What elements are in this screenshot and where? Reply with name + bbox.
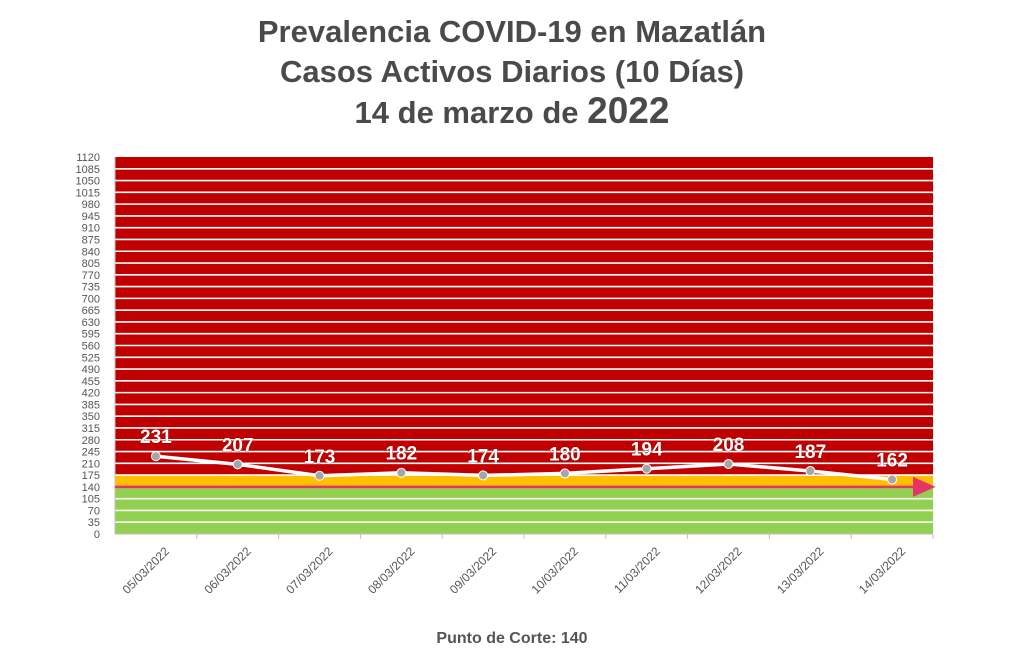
data-point [805, 466, 816, 477]
y-tick-label: 595 [82, 329, 100, 341]
data-point [314, 470, 325, 481]
title-date-prefix: 14 de marzo de [354, 95, 588, 130]
y-tick-label: 280 [82, 435, 100, 447]
series-line [155, 454, 893, 482]
x-tick-label: 11/03/2022 [611, 544, 663, 596]
y-tick-label: 315 [82, 423, 100, 435]
x-tick-label: 12/03/2022 [692, 544, 745, 597]
y-tick-label: 735 [82, 282, 100, 294]
y-tick-label: 175 [82, 470, 100, 482]
y-tick-label: 70 [88, 505, 100, 517]
y-tick-label: 140 [82, 482, 100, 494]
x-tick-label: 05/03/2022 [120, 544, 173, 597]
data-label: 187 [794, 442, 826, 463]
title-date-year: 2022 [587, 90, 670, 131]
data-label: 182 [385, 444, 417, 465]
x-tick-label: 14/03/2022 [856, 544, 909, 597]
y-tick-label: 665 [82, 305, 100, 317]
chart-title-line-2: Casos Activos Diarios (10 Días) [279, 54, 745, 89]
y-tick-label: 630 [82, 317, 100, 329]
y-tick-label: 980 [82, 199, 100, 211]
y-tick-label: 770 [82, 270, 100, 282]
data-point [478, 470, 489, 481]
chart-title-line-3: 14 de marzo de 2022 [0, 90, 1024, 131]
x-tick-label: 10/03/2022 [529, 544, 582, 597]
y-tick-label: 910 [82, 223, 100, 235]
data-point [559, 468, 570, 479]
x-tick-label: 07/03/2022 [283, 544, 336, 597]
y-tick-label: 700 [82, 293, 100, 305]
data-label: 162 [876, 450, 908, 471]
y-tick-label: 350 [82, 411, 100, 423]
y-tick-label: 1120 [76, 152, 100, 164]
y-tick-label: 35 [88, 517, 100, 529]
y-tick-label: 245 [82, 447, 100, 459]
y-tick-label: 385 [82, 399, 100, 411]
data-point [232, 459, 243, 470]
y-tick-label: 210 [82, 458, 100, 470]
data-label: 208 [713, 435, 745, 456]
y-tick-label: 805 [82, 258, 100, 270]
zone-band-red [115, 157, 933, 476]
x-tick-label: 13/03/2022 [774, 544, 827, 597]
cutoff-footer-label: Punto de Corte: 140 [436, 630, 588, 647]
zone-band-yellow [115, 475, 933, 487]
y-tick-label: 105 [82, 494, 100, 506]
y-tick-label: 420 [82, 388, 100, 400]
x-tick-label: 08/03/2022 [365, 544, 418, 597]
data-label: 207 [222, 435, 254, 456]
data-point [723, 458, 734, 469]
y-tick-label: 1050 [76, 176, 100, 188]
y-tick-label: 560 [82, 341, 100, 353]
data-label: 174 [467, 446, 499, 467]
y-tick-label: 945 [82, 211, 100, 223]
y-tick-label: 0 [94, 529, 100, 541]
data-point [641, 463, 652, 474]
data-point [150, 451, 161, 462]
data-label: 231 [140, 427, 172, 448]
x-tick-label: 06/03/2022 [201, 544, 254, 597]
x-tick-label: 09/03/2022 [447, 544, 500, 597]
chart-title-line-1: Prevalencia COVID-19 en Mazatlán [257, 14, 767, 49]
y-tick-label: 490 [82, 364, 100, 376]
y-tick-label: 840 [82, 246, 100, 258]
data-point [396, 467, 407, 478]
y-tick-label: 875 [82, 234, 100, 246]
y-tick-label: 1015 [76, 187, 100, 199]
data-label: 194 [631, 440, 663, 461]
data-label: 173 [304, 447, 336, 468]
data-label: 180 [549, 444, 581, 465]
y-tick-label: 455 [82, 376, 100, 388]
y-tick-label: 1085 [76, 164, 100, 176]
data-point [887, 474, 898, 485]
y-tick-label: 525 [82, 352, 100, 364]
